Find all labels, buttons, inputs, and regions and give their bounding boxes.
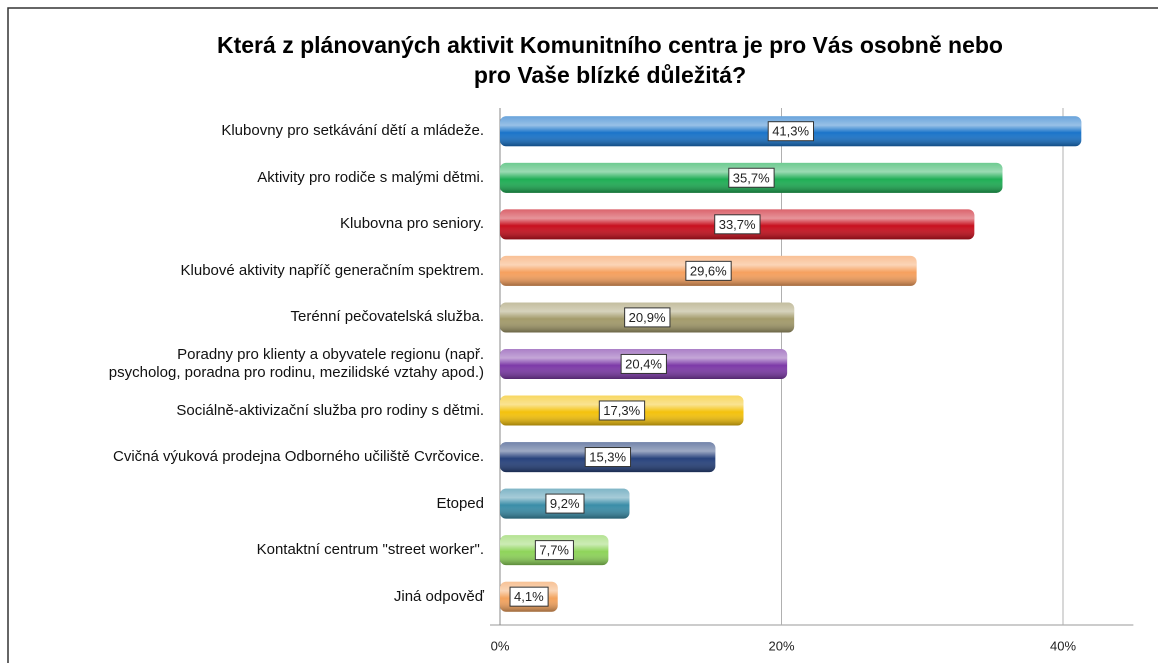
value-label: 15,3% — [589, 450, 626, 465]
value-label-box — [509, 586, 549, 607]
x-tick-label: 20% — [768, 638, 794, 653]
y-tick-label: Aktivity pro rodiče s malými dětmi. — [257, 168, 484, 186]
value-label: 17,3% — [603, 403, 640, 418]
chart-frame — [7, 7, 1158, 663]
value-label-box — [714, 214, 761, 235]
value-label-box — [728, 167, 775, 188]
y-tick-label: Klubovna pro seniory. — [340, 215, 484, 233]
value-label: 35,7% — [733, 170, 770, 185]
value-label: 29,6% — [690, 263, 727, 278]
value-label-box — [767, 121, 815, 142]
y-tick-label: Klubovny pro setkávání dětí a mládeže. — [221, 122, 484, 140]
y-tick-label: Etoped — [436, 494, 484, 512]
value-label: 41,3% — [772, 124, 809, 139]
value-label: 4,1% — [514, 589, 544, 604]
chart-title: Která z plánovaných aktivit Komunitního … — [217, 32, 1003, 88]
value-label-box — [624, 307, 671, 328]
value-label-box — [620, 353, 667, 374]
value-label-box — [598, 400, 646, 421]
value-label: 20,4% — [625, 356, 662, 371]
value-label-box — [545, 493, 585, 514]
x-tick-label: 40% — [1050, 638, 1076, 653]
value-label: 7,7% — [539, 543, 569, 558]
value-label-box — [685, 260, 732, 281]
value-label: 20,9% — [629, 310, 666, 325]
y-tick-label: Cvičná výuková prodejna Odborného učiliš… — [112, 448, 484, 466]
y-tick-label: Sociálně-aktivizační služba pro rodiny s… — [176, 401, 484, 419]
y-tick-label: Jiná odpověď — [393, 587, 484, 605]
value-label: 9,2% — [550, 496, 580, 511]
value-label-box — [534, 540, 574, 561]
y-tick-label: Terénní pečovatelská služba. — [290, 308, 484, 326]
y-tick-label: Kontaktní centrum "street worker". — [256, 541, 484, 559]
x-tick-label: 0% — [491, 638, 510, 653]
value-label-box — [584, 447, 632, 468]
y-tick-label: Poradny pro klienty a obyvatele regionu … — [108, 346, 484, 381]
y-tick-label: Klubové aktivity napříč generačním spekt… — [180, 261, 484, 279]
value-label: 33,7% — [719, 217, 756, 232]
